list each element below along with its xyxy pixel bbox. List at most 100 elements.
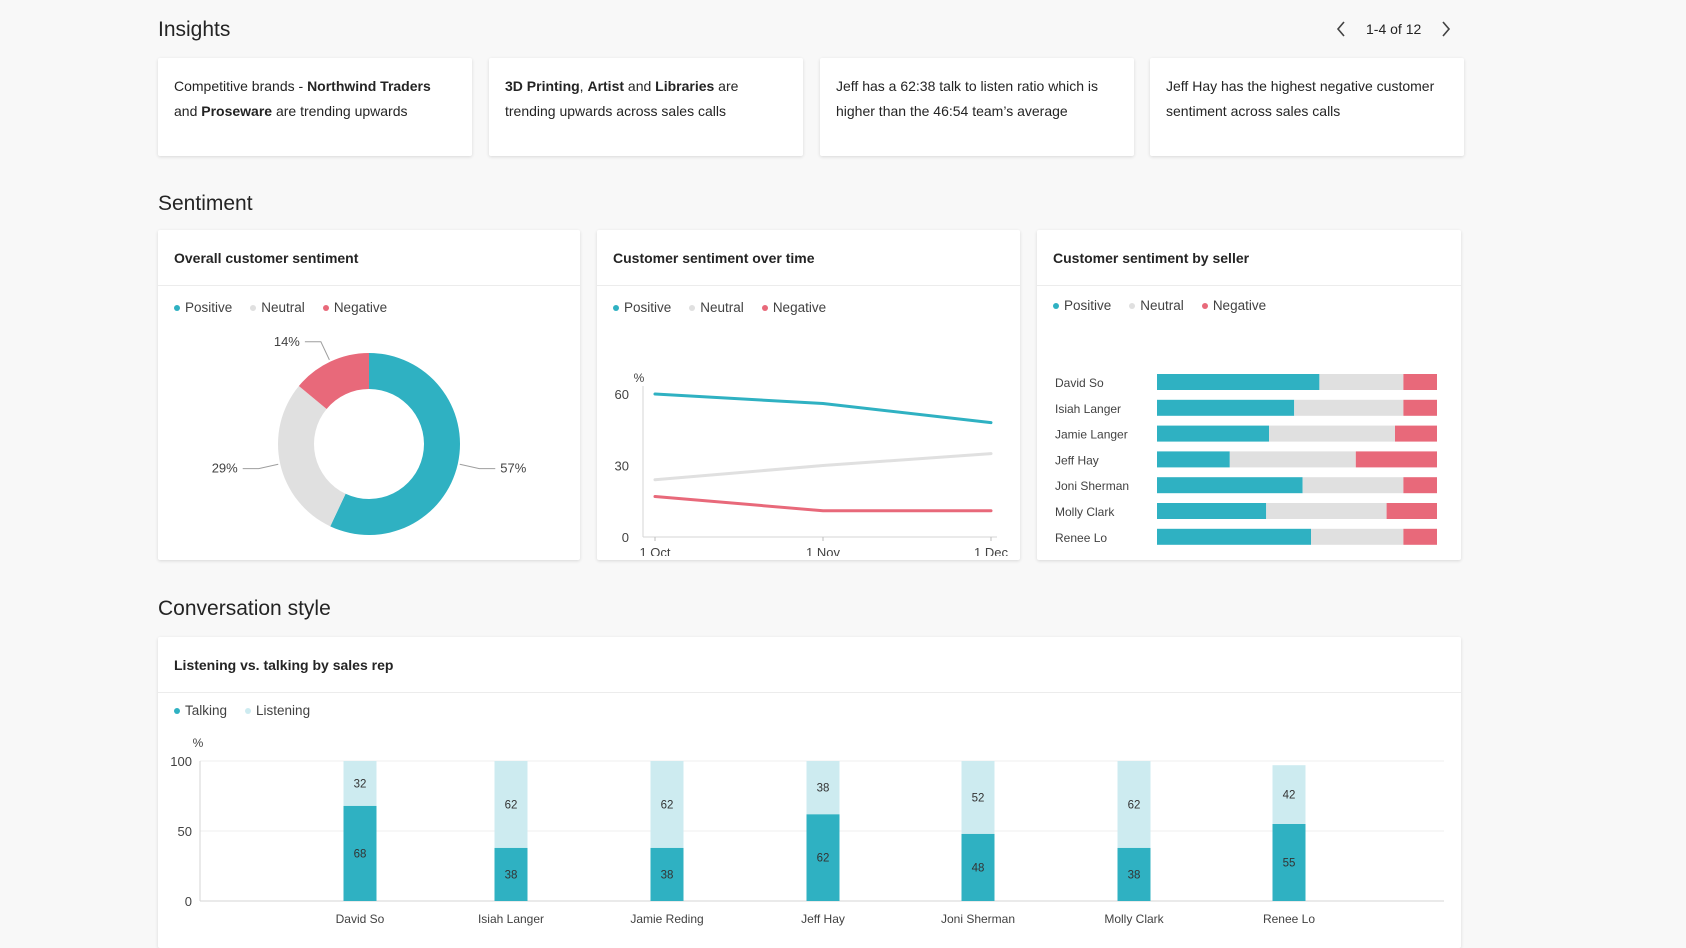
card-title: Customer sentiment by seller <box>1037 230 1461 286</box>
seller-bar-chart: David So Isiah Langer Jamie Langer Jeff Hay… <box>1055 374 1437 545</box>
bar-segment-talking <box>806 814 840 901</box>
insight-highlight: Artist <box>587 78 625 94</box>
insight-text: and <box>624 78 656 94</box>
legend-label: Neutral <box>261 300 305 315</box>
bar-data-label: 38 <box>505 869 518 881</box>
x-tick-label: Molly Clark <box>1104 912 1164 926</box>
bar-segment-positive <box>1157 451 1230 468</box>
legend-item-neutral[interactable]: Neutral <box>689 300 744 315</box>
y-axis-unit-label: % <box>634 371 645 385</box>
bar-segment-positive <box>1157 374 1320 390</box>
donut-data-label: 14% <box>274 334 300 349</box>
card-title: Customer sentiment over time <box>597 230 1020 286</box>
bar-data-label: 55 <box>1283 858 1296 870</box>
bar-data-label: 62 <box>661 799 674 811</box>
bar-segment-negative <box>1403 477 1437 494</box>
donut-slice-neutral <box>278 385 346 527</box>
bar-segment-talking <box>961 833 995 901</box>
donut-leader-line <box>304 341 330 361</box>
legend-swatch <box>322 304 329 311</box>
x-tick-label: Jamie Reding <box>630 912 703 926</box>
legend-swatch <box>250 304 257 311</box>
insight-highlight: 3D Printing <box>505 78 580 94</box>
y-tick-label: 30 <box>615 459 629 474</box>
bar-segment-positive <box>1157 528 1311 545</box>
y-tick-label: 0 <box>622 530 629 545</box>
bar-segment-talking <box>343 805 377 901</box>
legend-item-positive[interactable]: Positive <box>1053 298 1111 313</box>
donut-leader-line <box>459 463 496 470</box>
bar-segment-listening <box>494 761 528 848</box>
insights-title: Insights <box>158 18 231 41</box>
legend-item-neutral[interactable]: Neutral <box>250 300 305 315</box>
insight-highlight: Libraries <box>655 78 715 94</box>
chevron-left-icon[interactable] <box>1330 18 1352 40</box>
legend-swatch <box>1053 302 1059 309</box>
donut-leader-line <box>242 463 279 470</box>
bar-data-label: 62 <box>817 853 830 865</box>
insight-card[interactable]: Jeff Hay has the highest negative custom… <box>1150 58 1464 156</box>
donut-slice-positive <box>330 353 460 535</box>
insight-card[interactable]: Competitive brands - Northwind Traders a… <box>158 58 472 156</box>
legend-label: Positive <box>1064 298 1112 313</box>
overall-sentiment-card: Overall customer sentiment Positive Neutr… <box>158 230 580 560</box>
insight-text: , <box>579 78 588 94</box>
x-tick-label: 1 Oct <box>639 545 670 556</box>
bar-segment-listening <box>1272 765 1306 824</box>
chevron-right-icon[interactable] <box>1435 18 1457 40</box>
bar-segment-talking <box>650 847 684 901</box>
bar-data-label: 68 <box>354 848 367 860</box>
pager-label: 1-4 of 12 <box>1366 21 1422 37</box>
bar-segment-neutral <box>1302 477 1404 494</box>
conversation-title: Conversation style <box>158 597 331 620</box>
sentiment-by-seller-card: Customer sentiment by seller Positive Neu… <box>1037 230 1461 560</box>
bar-segment-positive <box>1157 399 1295 416</box>
legend-item-positive[interactable]: Positive <box>174 300 232 315</box>
legend-item-negative[interactable]: Negative <box>322 300 387 315</box>
bar-data-label: 42 <box>1283 790 1296 802</box>
legend-label: Positive <box>624 300 672 315</box>
legend-swatch <box>245 707 252 714</box>
bar-data-label: 52 <box>972 792 985 804</box>
sentiment-over-time-card: Customer sentiment over time Positive Neu… <box>597 230 1020 560</box>
seller-label: Isiah Langer <box>1055 402 1121 416</box>
insight-text: Jeff has a 62:38 talk to listen ratio wh… <box>836 78 1098 119</box>
legend-item-positive[interactable]: Positive <box>613 300 671 315</box>
x-tick-label: Joni Sherman <box>941 912 1015 926</box>
legend-item-negative[interactable]: Negative <box>1201 298 1266 313</box>
bar-segment-neutral <box>1266 503 1387 519</box>
bar-segment-negative <box>1403 399 1437 416</box>
legend-item-talking[interactable]: Talking <box>174 703 227 718</box>
insight-text: Competitive brands - <box>174 78 308 94</box>
bar-data-label: 38 <box>1128 869 1141 881</box>
legend-label: Positive <box>185 300 233 315</box>
chart-legend: Talking Listening <box>174 703 310 718</box>
legend-swatch <box>1129 302 1136 309</box>
legend-item-neutral[interactable]: Neutral <box>1129 298 1184 313</box>
insight-card[interactable]: 3D Printing, Artist and Libraries are tr… <box>489 58 803 156</box>
legend-swatch <box>613 304 619 311</box>
chart-legend: Positive Neutral Negative <box>613 300 826 315</box>
x-tick-label: Jeff Hay <box>801 912 845 926</box>
x-tick-label: 1 Dec <box>974 545 1008 556</box>
x-tick-label: Isiah Langer <box>478 912 544 926</box>
card-title: Overall customer sentiment <box>158 230 580 286</box>
bar-data-label: 62 <box>505 799 518 811</box>
donut-data-label: 57% <box>500 461 526 476</box>
y-tick-label: 60 <box>615 387 629 402</box>
x-tick-label: David So <box>336 912 385 926</box>
legend-item-listening[interactable]: Listening <box>245 703 310 718</box>
bar-segment-neutral <box>1319 374 1404 390</box>
insight-text: and <box>174 103 202 119</box>
bar-data-label: 48 <box>972 862 985 874</box>
legend-item-negative[interactable]: Negative <box>761 300 827 315</box>
insight-text: are trending upwards <box>272 103 408 119</box>
bar-segment-listening <box>343 761 377 806</box>
legend-label: Negative <box>772 300 827 315</box>
seller-label: Joni Sherman <box>1055 479 1129 493</box>
card-title: Listening vs. talking by sales rep <box>158 637 1461 693</box>
seller-label: Jeff Hay <box>1055 453 1099 467</box>
insight-card[interactable]: Jeff has a 62:38 talk to listen ratio wh… <box>820 58 1134 156</box>
seller-label: Molly Clark <box>1055 505 1115 519</box>
legend-label: Neutral <box>1140 298 1184 313</box>
